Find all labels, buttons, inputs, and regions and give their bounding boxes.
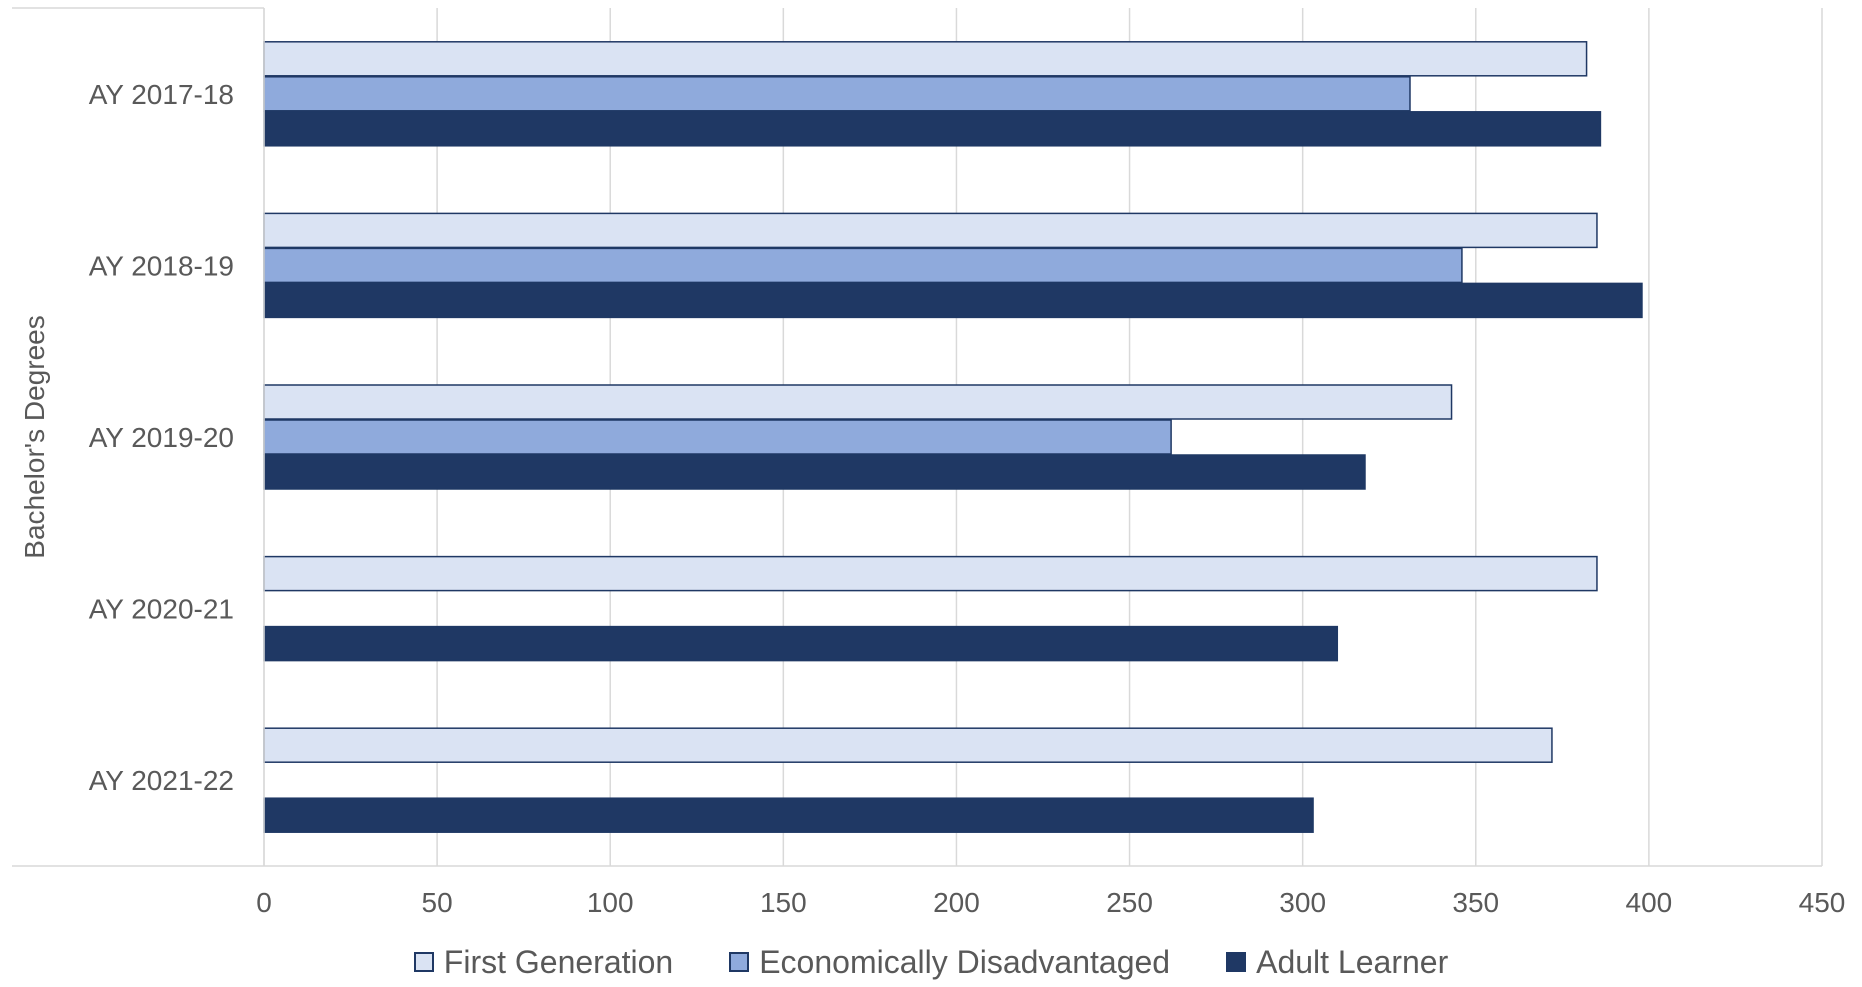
legend-item-first-generation: First Generation [413, 943, 674, 981]
bar-adult-learner-1 [263, 282, 1643, 319]
bar-first-generation-4 [263, 727, 1553, 763]
x-tick-label-450: 450 [1799, 887, 1846, 918]
legend-swatch-adult-learner [1226, 952, 1247, 972]
category-label-4: AY 2021-22 [89, 765, 234, 796]
bar-economically-disadvantaged-1 [263, 247, 1463, 284]
legend-label-economically-disadvantaged: Economically Disadvantaged [759, 943, 1171, 980]
bar-adult-learner-4 [263, 797, 1314, 833]
y-axis-title: Bachelor's Degrees [19, 315, 50, 558]
category-label-0: AY 2017-18 [89, 79, 234, 110]
bar-economically-disadvantaged-0 [263, 76, 1411, 112]
bar-adult-learner-0 [263, 111, 1602, 147]
x-tick-label-300: 300 [1279, 887, 1326, 918]
category-label-3: AY 2020-21 [89, 594, 234, 625]
bar-first-generation-0 [263, 41, 1588, 77]
x-tick-label-350: 350 [1452, 887, 1499, 918]
legend-item-economically-disadvantaged: Economically Disadvantaged [729, 944, 1170, 981]
x-tick-label-250: 250 [1106, 887, 1153, 918]
x-tick-label-0: 0 [256, 887, 272, 918]
bar-adult-learner-2 [263, 454, 1366, 490]
category-label-2: AY 2019-20 [89, 422, 234, 453]
legend-label-first-generation: First Generation [443, 943, 674, 980]
legend: First Generation Economically Disadvanta… [0, 940, 1862, 984]
bar-first-generation-3 [263, 555, 1598, 592]
legend-swatch-first-generation [413, 952, 434, 972]
bar-chart-svg: 0 50 100 150 200 250 300 350 400 450 Bachelor's De… [12, 7, 1846, 918]
legend-swatch-economically-disadvantaged [729, 952, 750, 972]
bar-adult-learner-3 [263, 625, 1339, 662]
x-tick-label-400: 400 [1626, 887, 1673, 918]
bar-economically-disadvantaged-2 [263, 419, 1172, 455]
bar-first-generation-2 [263, 384, 1453, 420]
x-tick-label-50: 50 [422, 887, 453, 918]
x-tick-label-150: 150 [760, 887, 807, 918]
x-tick-label-200: 200 [933, 887, 980, 918]
legend-label-adult-learner: Adult Learner [1256, 943, 1449, 980]
x-tick-label-100: 100 [587, 887, 634, 918]
bar-first-generation-1 [263, 212, 1598, 249]
category-label-1: AY 2018-19 [89, 250, 234, 281]
legend-item-adult-learner: Adult Learner [1226, 944, 1448, 981]
